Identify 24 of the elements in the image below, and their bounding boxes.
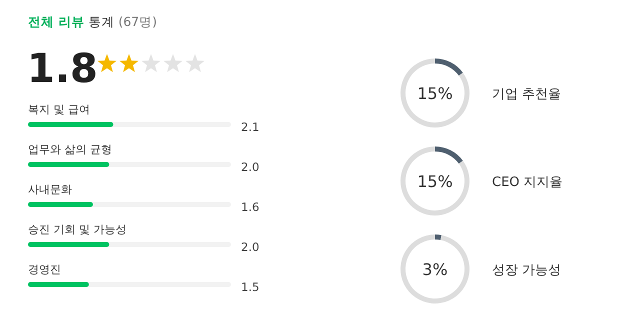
donut-slice	[400, 234, 470, 304]
donut-slice	[400, 146, 470, 216]
donut-slice	[400, 58, 470, 128]
y-tick-label: 승진 기회 및 가능성	[28, 223, 126, 236]
data-label: 2.1	[241, 120, 260, 134]
y-tick-label: 복지 및 급여	[28, 103, 90, 116]
y-tick-label: 사내문화	[28, 183, 72, 196]
text: 15%	[417, 172, 453, 191]
donut-slice	[435, 146, 463, 164]
data-label: 1.5	[241, 280, 260, 294]
text: 3%	[422, 260, 448, 279]
data-label: 2.0	[241, 160, 260, 174]
text: 성장 가능성	[492, 263, 562, 278]
text: 전체 리뷰 통계 (67명)	[28, 14, 157, 29]
y-tick-label: 경영진	[28, 263, 61, 276]
data-label: 2.0	[241, 240, 260, 254]
y-tick-label: 업무와 삶의 균형	[28, 143, 112, 156]
data-label: 1.6	[241, 200, 260, 214]
text: 15%	[417, 84, 453, 103]
annotation: 1.8	[27, 46, 98, 92]
donut-slice	[435, 58, 463, 76]
text: 기업 추천율	[492, 87, 562, 102]
donut-slice	[435, 234, 442, 240]
text: CEO 지지율	[492, 175, 563, 190]
